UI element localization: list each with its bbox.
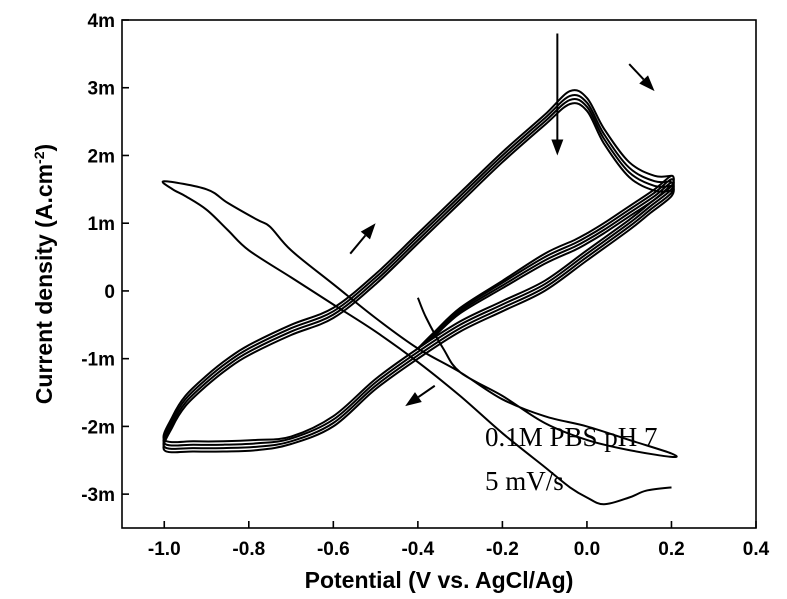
cv-cycle-line-2 [162,93,675,447]
x-tick-label: 0.4 [743,539,770,560]
arrow-shaft [628,63,645,81]
arrow-head [551,139,564,156]
electrolyte-annotation: 0.1M PBS pH 7 [485,422,658,452]
y-tick-label: 0 [104,282,115,303]
y-axis-title-main: Current density (A.cm [31,164,57,404]
y-tick-label: 4m [88,11,115,32]
x-tick-label: 0.0 [574,539,600,560]
x-tick-label: -0.8 [232,539,265,560]
x-tick-label: -1.0 [148,539,181,560]
y-axis-title-superscript: -2 [31,151,47,164]
arrow-head [360,223,376,240]
y-tick-label: 2m [88,146,115,167]
x-tick-label: 0.2 [658,539,684,560]
cv-curves [161,89,678,506]
plot-frame [121,19,757,529]
cv-cycle-line-5 [161,180,678,506]
arrow-shaft [349,234,367,255]
arrow-head [405,392,422,407]
x-tick-label: -0.4 [401,539,434,560]
y-tick-label: -3m [81,485,115,506]
x-axis-title: Potential (V vs. AgCl/Ag) [305,567,574,593]
cv-cycle-line-1 [162,89,675,444]
cv-cycle-line-4 [162,102,675,454]
x-tick-label: -0.2 [486,539,519,560]
arrow-shaft [417,384,436,398]
x-axis-ticks: -1.0 -0.8 -0.6 -0.4 -0.2 0.0 0.2 0.4 [148,521,770,560]
scan-rate-annotation: 5 mV/s [485,466,564,496]
scan-direction-arrows [349,33,655,407]
cv-cycle-line-3 [162,98,675,450]
y-tick-label: -2m [81,417,115,438]
y-axis-title-suffix: ) [31,144,57,152]
y-axis-title: Current density (A.cm-2) [31,144,57,404]
y-tick-label: -1m [81,350,115,371]
arrow-head [639,75,655,92]
y-axis-ticks: -3m -2m -1m 0 1m 2m 3m 4m [81,11,129,506]
x-tick-label: -0.6 [317,539,350,560]
y-tick-label: 3m [88,79,115,100]
y-tick-label: 1m [88,214,115,235]
